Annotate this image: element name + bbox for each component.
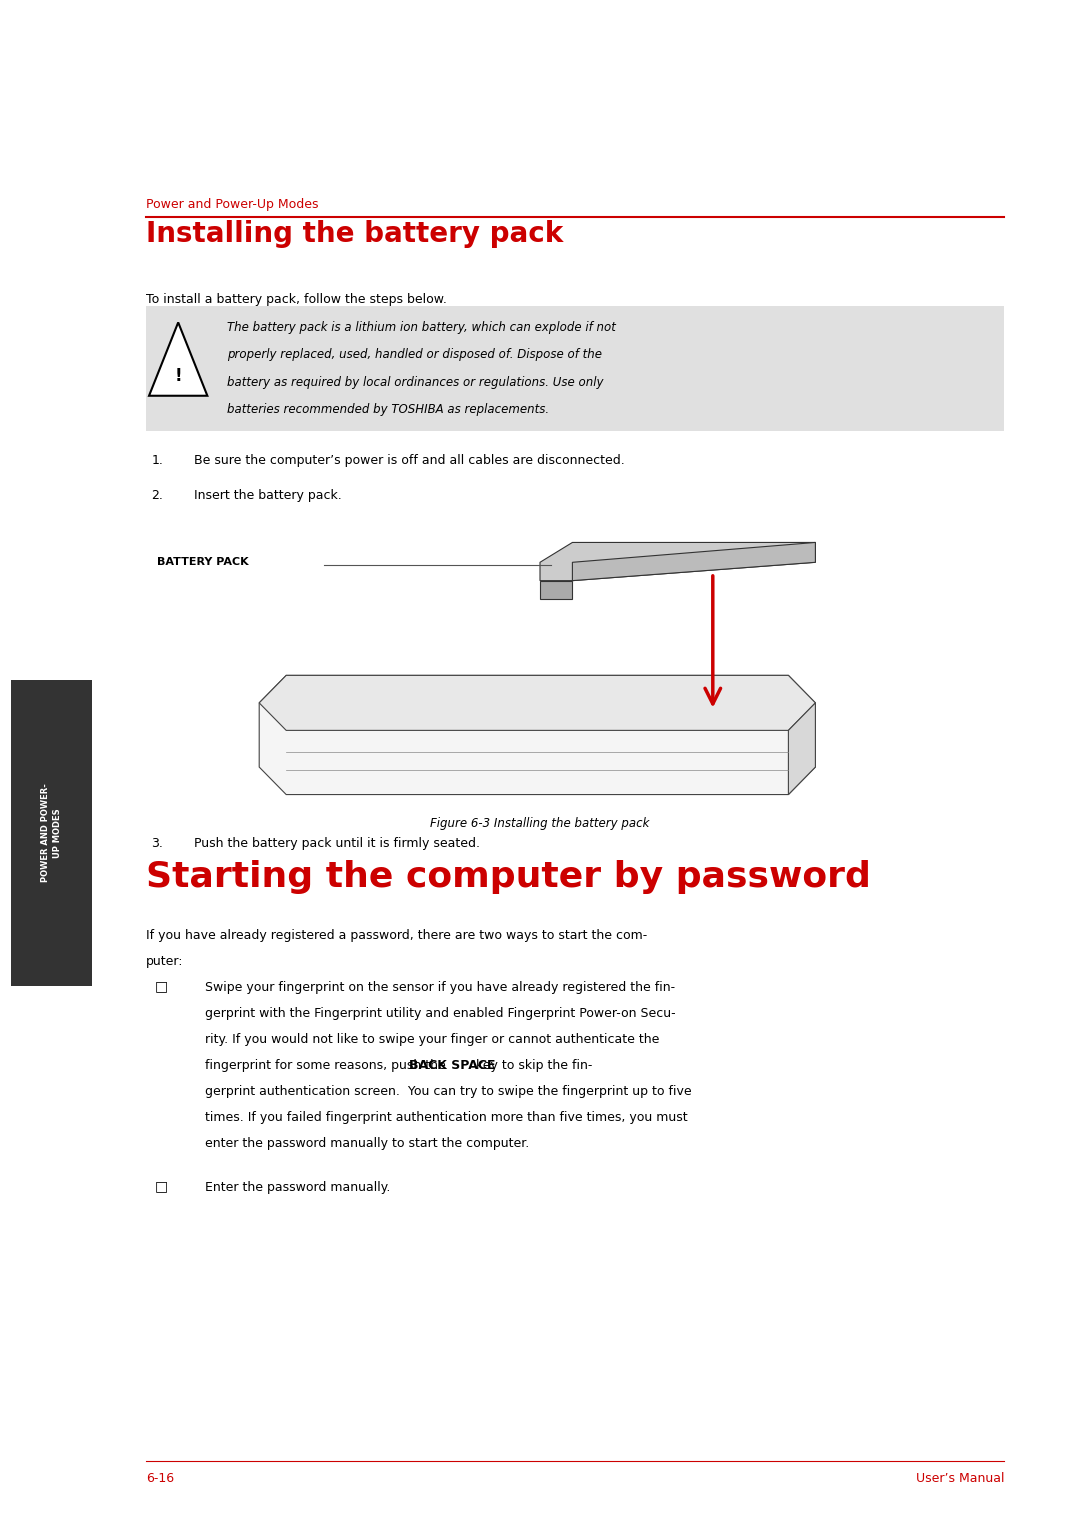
Text: enter the password manually to start the computer.: enter the password manually to start the… bbox=[205, 1137, 529, 1151]
Text: 6-16: 6-16 bbox=[146, 1471, 174, 1485]
Text: puter:: puter: bbox=[146, 955, 184, 969]
Polygon shape bbox=[259, 675, 815, 795]
Text: Starting the computer by password: Starting the computer by password bbox=[146, 860, 870, 894]
FancyBboxPatch shape bbox=[11, 680, 92, 986]
Text: BATTERY PACK: BATTERY PACK bbox=[157, 558, 248, 567]
Text: !: ! bbox=[174, 367, 183, 385]
Text: □: □ bbox=[154, 1180, 167, 1193]
Text: Insert the battery pack.: Insert the battery pack. bbox=[194, 489, 342, 503]
FancyBboxPatch shape bbox=[146, 306, 1004, 431]
Text: key to skip the fin-: key to skip the fin- bbox=[472, 1059, 592, 1073]
Text: gerprint authentication screen.  You can try to swipe the fingerprint up to five: gerprint authentication screen. You can … bbox=[205, 1085, 692, 1099]
Text: rity. If you would not like to swipe your finger or cannot authenticate the: rity. If you would not like to swipe you… bbox=[205, 1033, 660, 1047]
Text: Push the battery pack until it is firmly seated.: Push the battery pack until it is firmly… bbox=[194, 837, 481, 851]
Text: battery as required by local ordinances or regulations. Use only: battery as required by local ordinances … bbox=[227, 376, 604, 390]
Text: batteries recommended by TOSHIBA as replacements.: batteries recommended by TOSHIBA as repl… bbox=[227, 403, 549, 417]
Text: To install a battery pack, follow the steps below.: To install a battery pack, follow the st… bbox=[146, 293, 447, 307]
Text: gerprint with the Fingerprint utility and enabled Fingerprint Power-on Secu-: gerprint with the Fingerprint utility an… bbox=[205, 1007, 676, 1021]
Text: 3.: 3. bbox=[151, 837, 163, 851]
Text: 2.: 2. bbox=[151, 489, 163, 503]
Polygon shape bbox=[259, 675, 815, 730]
Text: Power and Power-Up Modes: Power and Power-Up Modes bbox=[146, 197, 319, 211]
Text: Enter the password manually.: Enter the password manually. bbox=[205, 1181, 391, 1195]
Text: 1.: 1. bbox=[151, 454, 163, 468]
Polygon shape bbox=[572, 542, 815, 581]
Text: Installing the battery pack: Installing the battery pack bbox=[146, 220, 563, 248]
Text: The battery pack is a lithium ion battery, which can explode if not: The battery pack is a lithium ion batter… bbox=[227, 321, 616, 335]
Text: BACK SPACE: BACK SPACE bbox=[409, 1059, 496, 1073]
Text: Be sure the computer’s power is off and all cables are disconnected.: Be sure the computer’s power is off and … bbox=[194, 454, 625, 468]
Text: Figure 6-3 Installing the battery pack: Figure 6-3 Installing the battery pack bbox=[430, 817, 650, 831]
Text: If you have already registered a password, there are two ways to start the com-: If you have already registered a passwor… bbox=[146, 929, 647, 943]
Text: times. If you failed fingerprint authentication more than five times, you must: times. If you failed fingerprint authent… bbox=[205, 1111, 688, 1125]
Text: □: □ bbox=[154, 979, 167, 993]
Polygon shape bbox=[149, 322, 207, 396]
Text: User’s Manual: User’s Manual bbox=[916, 1471, 1004, 1485]
Polygon shape bbox=[788, 703, 815, 795]
Polygon shape bbox=[540, 581, 572, 599]
Polygon shape bbox=[540, 542, 815, 581]
Text: fingerprint for some reasons, push the: fingerprint for some reasons, push the bbox=[205, 1059, 450, 1073]
Text: POWER AND POWER-
UP MODES: POWER AND POWER- UP MODES bbox=[41, 784, 62, 882]
Text: properly replaced, used, handled or disposed of. Dispose of the: properly replaced, used, handled or disp… bbox=[227, 348, 602, 362]
Text: Swipe your fingerprint on the sensor if you have already registered the fin-: Swipe your fingerprint on the sensor if … bbox=[205, 981, 675, 995]
